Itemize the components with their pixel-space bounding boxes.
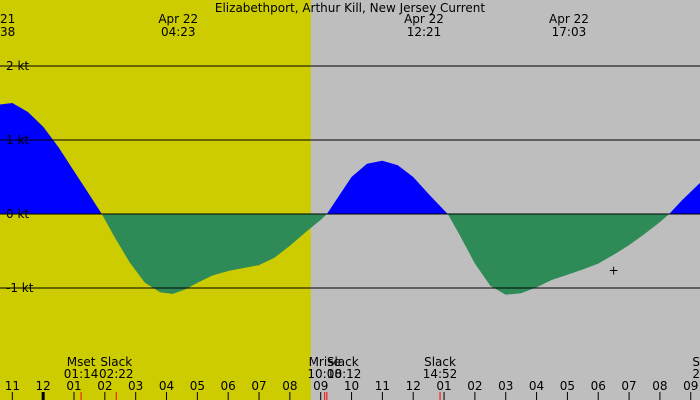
hour-tick-label: 12 [36,379,51,393]
hour-tick-label: 06 [221,379,236,393]
top-date-label: Apr 22 [549,12,589,26]
hour-tick-label: 11 [375,379,390,393]
event-time-label: 2 [692,367,700,381]
hour-tick-label: 02 [97,379,112,393]
hour-tick-label: 10 [344,379,359,393]
hour-tick-label: 07 [251,379,266,393]
top-time-label: 04:23 [161,25,196,39]
y-tick-label: -1 kt [6,281,34,295]
event-name-label: Slack [424,355,456,369]
event-name-label: Slack [327,355,359,369]
top-date-label: 21 [0,12,15,26]
y-tick-label: 2 kt [6,59,29,73]
gridlines [0,65,700,289]
hour-tick-label: 12 [406,379,421,393]
hour-tick-label: 08 [282,379,297,393]
top-time-label: 17:03 [552,25,587,39]
hour-tick-label: 09 [683,379,698,393]
current-time-marker: + [609,264,619,278]
hour-tick-label: 04 [159,379,174,393]
flood-area-2 [326,160,448,214]
top-time-label: 38 [0,25,15,39]
event-labels: Mset01:14Slack02:22Mrise10:08Slack10:12S… [64,355,700,381]
ebb-area-3 [447,214,670,295]
top-date-label: Apr 22 [404,12,444,26]
hour-tick-label: 02 [467,379,482,393]
hour-tick-label: 08 [652,379,667,393]
hour-tick-label: 09 [313,379,328,393]
current-area [0,103,700,295]
hour-tick-label: 03 [498,379,513,393]
event-time-label: 01:14 [64,367,99,381]
hour-tick-label: 05 [190,379,205,393]
hour-ticks: 11 12 01 02 03 04 05 06 07 08 09 10 11 12 01 02 03 04 05 06… [5,379,698,400]
event-time-label: 10:12 [327,367,362,381]
hour-tick-label: 07 [621,379,636,393]
event-time-label: 14:52 [423,367,458,381]
ebb-area-1 [101,214,327,294]
event-name-label: S [692,355,700,369]
hour-tick-label: 05 [560,379,575,393]
y-axis-labels: 2 kt 1 kt 0 kt -1 kt [6,59,34,295]
event-time-label: 02:22 [99,367,134,381]
event-time-label: 10:08 [307,367,342,381]
top-date-label: Apr 22 [158,12,198,26]
plus-marker: + [609,264,619,278]
flood-area-0 [0,103,102,214]
hour-tick-label: 06 [591,379,606,393]
flood-area-4 [669,182,700,214]
top-time-label: 12:21 [407,25,442,39]
event-name-label: Slack [100,355,132,369]
hour-tick-label: 04 [529,379,544,393]
hour-tick-label: 01 [436,379,451,393]
chart-title: Elizabethport, Arthur Kill, New Jersey C… [215,1,486,15]
hour-tick-label: 01 [66,379,81,393]
event-name-label: Mrise [309,355,341,369]
hour-tick-label: 11 [5,379,20,393]
y-tick-label: 0 kt [6,207,29,221]
event-name-label: Mset [67,355,96,369]
hour-tick-label: 03 [128,379,143,393]
y-tick-label: 1 kt [6,133,29,147]
